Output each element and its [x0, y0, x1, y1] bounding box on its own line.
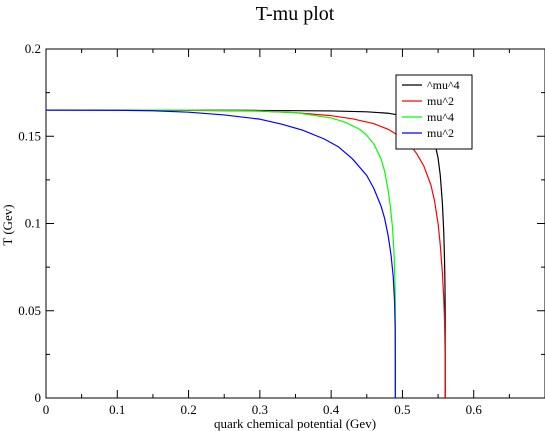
- y-tick-label: 0: [35, 390, 42, 405]
- legend-label: mu^2: [427, 126, 454, 140]
- legend-label: ^mu^4: [427, 78, 460, 92]
- series-line-1: [46, 109, 446, 398]
- series-line-4: [45, 109, 396, 398]
- x-tick-label: 0.3: [252, 402, 268, 417]
- x-tick-label: 0.2: [180, 402, 196, 417]
- y-axis-label: T (Gev): [0, 204, 15, 245]
- legend-label: mu^4: [427, 110, 454, 124]
- x-tick-label: 0.4: [323, 402, 340, 417]
- x-tick-label: 0.5: [394, 402, 410, 417]
- y-tick-label: 0.1: [25, 216, 41, 231]
- series-layer: [45, 109, 446, 398]
- series-line-2: [46, 109, 446, 398]
- series-line-3: [46, 109, 396, 398]
- x-tick-label: 0.1: [109, 402, 125, 417]
- legend-label: mu^2: [427, 94, 454, 108]
- x-tick-label: 0: [43, 402, 50, 417]
- legend-box: [395, 74, 473, 150]
- x-axis-label: quark chemical potential (Gev): [214, 416, 376, 431]
- x-tick-label: 0.6: [466, 402, 483, 417]
- legend: ^mu^4 mu^2 mu^4 mu^2: [395, 74, 473, 150]
- y-tick-label: 0.05: [18, 303, 41, 318]
- y-tick-label: 0.15: [18, 128, 41, 143]
- chart-title: T-mu plot: [256, 3, 335, 25]
- y-tick-label: 0.2: [25, 41, 41, 56]
- axis-ticks: 0 0.1 0.2 0.3 0.4 0.5 0.6 0 0.05 0.1 0.15 0.2: [18, 41, 545, 417]
